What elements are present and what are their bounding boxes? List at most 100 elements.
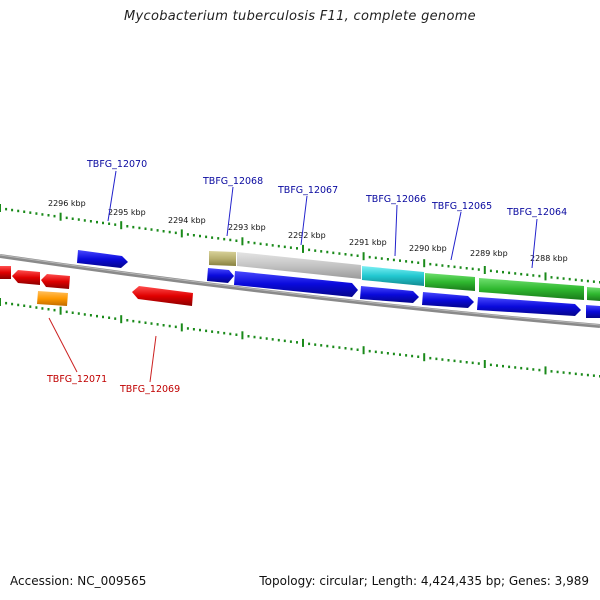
- gene-tbfg-12066[interactable]: [360, 286, 419, 303]
- outer-ruler-dot: [411, 260, 414, 264]
- outer-ruler-major-tick: [483, 266, 486, 274]
- inner-ruler-dot: [508, 365, 511, 369]
- gene-prev-reverse-3[interactable]: [41, 274, 70, 289]
- inner-ruler-dot: [253, 335, 256, 339]
- outer-ruler-dot: [102, 221, 104, 225]
- outer-ruler-dot: [526, 273, 529, 276]
- outer-ruler-dot: [23, 210, 26, 213]
- inner-ruler-dot: [435, 357, 438, 361]
- label-tbfg-12070[interactable]: TBFG_12070: [86, 159, 147, 170]
- outer-ruler-dot: [71, 217, 74, 220]
- inner-ruler-dot: [526, 367, 529, 370]
- inner-ruler-dot: [17, 303, 20, 307]
- inner-ruler-dot: [344, 347, 347, 350]
- outer-ruler-dot: [508, 271, 511, 275]
- gene-tbfg-12068[interactable]: [207, 268, 234, 283]
- outer-ruler-dot: [223, 237, 226, 241]
- outer-ruler-dot: [435, 263, 438, 267]
- inner-ruler-dot: [29, 305, 32, 308]
- inner-ruler-dot: [162, 324, 165, 327]
- inner-ruler-dot: [568, 371, 571, 375]
- gene-tbfg-12071[interactable]: [37, 291, 68, 306]
- outer-ruler-dot: [532, 274, 535, 277]
- outer-ruler-dot: [356, 254, 359, 257]
- outer-ruler-dot: [89, 220, 92, 223]
- gene-prev-reverse-1[interactable]: [0, 266, 11, 279]
- outer-ruler-dot: [229, 238, 232, 242]
- outer-ruler-dot: [83, 219, 86, 222]
- outer-ruler-dot: [326, 250, 329, 254]
- label-tbfg-12066[interactable]: TBFG_12066: [365, 194, 426, 205]
- feature-green-3[interactable]: [587, 287, 600, 301]
- outer-ruler-dot: [574, 278, 577, 282]
- inner-ruler-dot: [277, 338, 280, 342]
- gene-tbfg-12064[interactable]: [477, 297, 581, 316]
- label-tbfg-12071[interactable]: TBFG_12071: [46, 374, 107, 385]
- inner-ruler-dot: [392, 352, 395, 356]
- outer-ruler-dot: [447, 265, 450, 268]
- outer-ruler-dot: [289, 246, 292, 249]
- outer-ruler-dot: [459, 266, 462, 269]
- label-tbfg-12064[interactable]: TBFG_12064: [506, 207, 567, 218]
- feature-olive[interactable]: [209, 251, 236, 266]
- gene-tbfg-12065[interactable]: [422, 292, 474, 308]
- gene-tbfg-12069[interactable]: [132, 286, 193, 306]
- inner-ruler-major-tick: [302, 338, 304, 347]
- inner-ruler-dot: [514, 366, 517, 369]
- outer-ruler-dot: [162, 230, 165, 233]
- label-tbfg-12065[interactable]: TBFG_12065: [431, 201, 492, 212]
- inner-ruler-dots: [0, 298, 600, 378]
- inner-ruler-dot: [283, 339, 286, 343]
- bottom-gene-labels: TBFG_12071 TBFG_12069: [46, 374, 180, 395]
- inner-ruler-dot: [114, 317, 117, 320]
- inner-ruler-dot: [477, 362, 480, 365]
- leader-tbfg-12067: [300, 195, 308, 246]
- gene-prev-reverse-2[interactable]: [12, 270, 40, 285]
- feature-band: [209, 251, 600, 301]
- outer-ruler-dot: [562, 277, 565, 280]
- outer-ruler-dot: [368, 255, 371, 259]
- outer-ruler-dot: [138, 226, 141, 230]
- feature-gray[interactable]: [237, 252, 361, 279]
- ruler-label-2290: 2290 kbp: [409, 244, 447, 253]
- inner-ruler-dot: [223, 331, 226, 335]
- bottom-leader-lines: [48, 317, 157, 383]
- inner-ruler-dot: [429, 356, 432, 360]
- outer-ruler-dot: [114, 223, 117, 226]
- inner-ruler-dot: [65, 310, 68, 314]
- label-tbfg-12069[interactable]: TBFG_12069: [119, 384, 180, 395]
- feature-cyan[interactable]: [362, 266, 424, 286]
- outer-ruler-major-tick: [362, 252, 365, 261]
- feature-green-2[interactable]: [479, 278, 584, 300]
- outer-ruler-dot: [477, 268, 480, 271]
- label-tbfg-12068[interactable]: TBFG_12068: [202, 176, 263, 187]
- inner-ruler-dot: [108, 316, 111, 319]
- outer-ruler-dot: [296, 247, 298, 250]
- outer-ruler-dot: [5, 207, 8, 211]
- inner-ruler-major-tick: [423, 353, 426, 362]
- inner-ruler-dot: [211, 330, 214, 333]
- inner-ruler-dot: [126, 319, 129, 322]
- inner-ruler-major-tick: [241, 331, 244, 340]
- leader-tbfg-12071: [48, 317, 78, 373]
- genome-backbone: [0, 254, 600, 328]
- outer-ruler-dot: [126, 225, 129, 228]
- outer-ruler-dot: [150, 228, 153, 231]
- inner-ruler-dot: [71, 311, 74, 314]
- outer-ruler-dot: [253, 241, 256, 245]
- outer-ruler-dot: [514, 272, 517, 275]
- inner-ruler-major-tick: [59, 306, 62, 315]
- gene-tbfg-12067[interactable]: [234, 271, 358, 297]
- label-tbfg-12067[interactable]: TBFG_12067: [277, 185, 338, 196]
- inner-ruler-dot: [53, 308, 56, 312]
- gene-next-forward[interactable]: [586, 305, 600, 318]
- outer-ruler-dot: [380, 257, 383, 260]
- inner-ruler-dot: [586, 373, 589, 377]
- outer-ruler-dot: [35, 212, 38, 215]
- outer-ruler-dot: [271, 244, 274, 247]
- gene-tbfg-12070[interactable]: [77, 250, 128, 268]
- feature-green-1[interactable]: [425, 273, 475, 291]
- inner-ruler-dot: [326, 344, 329, 348]
- inner-ruler-dot: [296, 341, 298, 344]
- inner-ruler-dot: [580, 373, 583, 376]
